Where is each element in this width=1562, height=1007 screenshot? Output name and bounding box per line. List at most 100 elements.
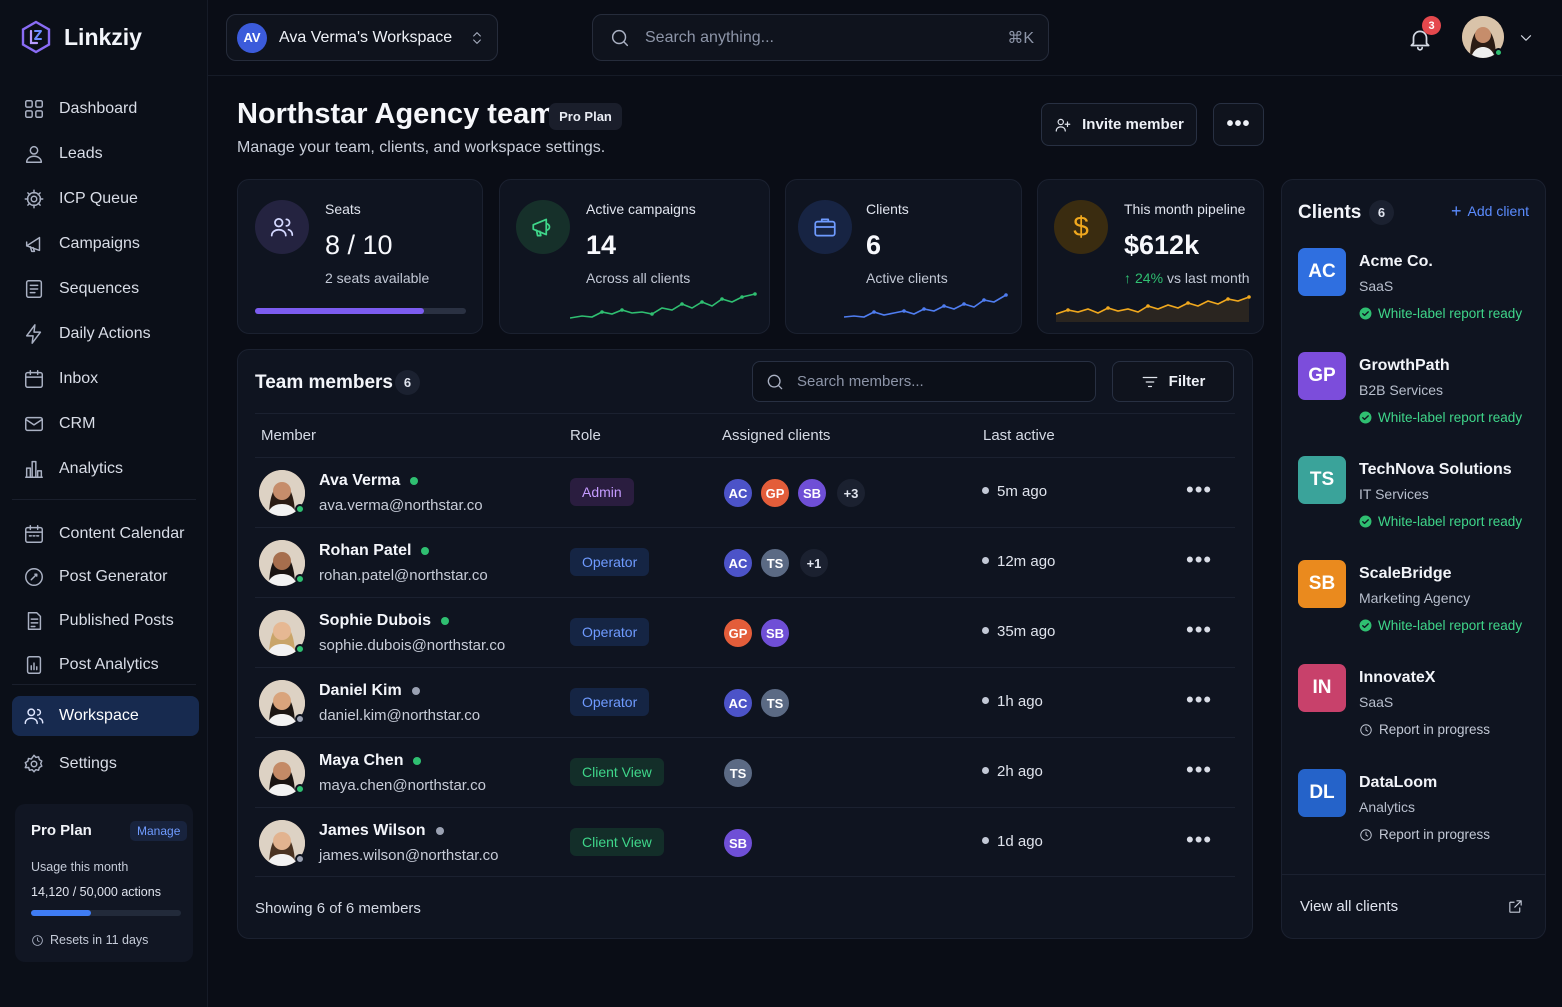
sidebar-item-analytics[interactable]: Analytics	[12, 449, 199, 489]
row-actions-button[interactable]: •••	[1186, 687, 1212, 713]
table-row[interactable]: Rohan Patel rohan.patel@northstar.co Ope…	[255, 527, 1235, 597]
sidebar-item-crm[interactable]: CRM	[12, 404, 199, 444]
campaigns-card: Active campaigns 14 Across all clients	[499, 179, 770, 334]
sidebar-item-content-calendar[interactable]: Content Calendar	[12, 514, 199, 554]
role-badge[interactable]: Operator	[570, 618, 650, 646]
table-row[interactable]: Maya Chen maya.chen@northstar.co Client …	[255, 737, 1235, 807]
seats-card: Seats 8 / 10 2 seats available	[237, 179, 483, 334]
client-chip: AC	[722, 547, 754, 579]
pipeline-icon-wrap: $	[1054, 200, 1108, 254]
member-name[interactable]: Ava Verma	[319, 472, 401, 489]
manage-plan-link[interactable]: Manage	[130, 821, 188, 841]
member-name[interactable]: James Wilson	[319, 822, 426, 839]
client-name[interactable]: InnovateX	[1359, 669, 1436, 686]
role-badge[interactable]: Operator	[570, 548, 650, 576]
status-dot	[441, 617, 449, 625]
client-report-status: Report in progress	[1359, 827, 1490, 842]
member-name[interactable]: Daniel Kim	[319, 682, 402, 699]
seats-progress-fill	[255, 308, 424, 314]
member-email: rohan.patel@northstar.co	[319, 567, 488, 584]
check-circle-icon	[1359, 619, 1372, 632]
external-link-icon[interactable]	[1507, 898, 1524, 915]
row-actions-button[interactable]: •••	[1186, 477, 1212, 503]
add-client-button[interactable]: + Add client	[1451, 201, 1529, 221]
user-avatar[interactable]	[1462, 16, 1504, 58]
member-name[interactable]: Rohan Patel	[319, 542, 412, 559]
table-row[interactable]: James Wilson james.wilson@northstar.co C…	[255, 807, 1235, 877]
campaign-icon	[25, 236, 41, 253]
search-icon	[611, 29, 629, 46]
seats-value: 8 / 10	[325, 230, 393, 260]
chevron-down-icon[interactable]	[1517, 29, 1535, 47]
sidebar-item-settings[interactable]: Settings	[12, 744, 199, 784]
linkziy-logo-icon	[21, 20, 51, 54]
client-name[interactable]: DataLoom	[1359, 774, 1438, 791]
row-actions-button[interactable]: •••	[1186, 757, 1212, 783]
sidebar-item-dashboard[interactable]: Dashboard	[12, 89, 199, 129]
sidebar-item-icp-queue[interactable]: ICP Queue	[12, 179, 199, 219]
client-name[interactable]: GrowthPath	[1359, 357, 1450, 374]
client-name[interactable]: ScaleBridge	[1359, 565, 1452, 582]
table-row[interactable]: Sophie Dubois sophie.dubois@northstar.co…	[255, 597, 1235, 667]
last-active-dot	[982, 487, 989, 494]
role-badge[interactable]: Admin	[570, 478, 634, 506]
global-search-input[interactable]: Search anything...	[645, 28, 774, 46]
table-row[interactable]: Ava Verma ava.verma@northstar.co Admin A…	[255, 457, 1235, 527]
view-all-clients-link[interactable]: View all clients	[1300, 898, 1399, 915]
sidebar-item-leads[interactable]: Leads	[12, 134, 199, 174]
role-badge[interactable]: Operator	[570, 688, 650, 716]
check-circle-icon	[1359, 307, 1372, 320]
member-search[interactable]: Search members...	[752, 361, 1096, 402]
last-active: 12m ago	[997, 553, 1056, 570]
global-search[interactable]: Search anything... ⌘K	[592, 14, 1049, 61]
client-name[interactable]: Acme Co.	[1359, 253, 1433, 270]
sidebar-item-workspace[interactable]: Workspace	[12, 696, 199, 736]
table-divider	[255, 876, 1235, 877]
member-name[interactable]: Sophie Dubois	[319, 612, 431, 629]
row-actions-button[interactable]: •••	[1186, 547, 1212, 573]
table-row[interactable]: Daniel Kim daniel.kim@northstar.co Opera…	[255, 667, 1235, 737]
client-logo: DL	[1298, 769, 1346, 817]
workspace-selector[interactable]: AV Ava Verma's Workspace	[226, 14, 498, 61]
member-presence-indicator	[295, 504, 305, 514]
role-badge[interactable]: Client View	[570, 828, 664, 856]
member-name[interactable]: Maya Chen	[319, 752, 404, 769]
sidebar-item-published-posts[interactable]: Published Posts	[12, 601, 199, 641]
last-active-dot	[982, 557, 989, 564]
filter-button[interactable]: Filter	[1112, 361, 1234, 402]
page-subtitle: Manage your team, clients, and workspace…	[237, 139, 606, 156]
check-circle-icon	[1359, 411, 1372, 424]
last-active: 1h ago	[997, 693, 1043, 710]
member-email: james.wilson@northstar.co	[319, 847, 499, 864]
status-dot	[411, 687, 420, 695]
sidebar-item-label: Post Generator	[59, 568, 168, 585]
sidebar-item-label: CRM	[59, 415, 96, 432]
sidebar-item-daily-actions[interactable]: Daily Actions	[12, 314, 199, 354]
app-logo[interactable]: Linkziy	[20, 20, 142, 54]
team-icon	[270, 218, 294, 237]
sidebar-item-post-generator[interactable]: Post Generator	[12, 557, 199, 597]
row-actions-button[interactable]: •••	[1186, 617, 1212, 643]
member-search-input[interactable]: Search members...	[797, 373, 924, 390]
more-options-button[interactable]: •••	[1213, 103, 1264, 146]
member-avatar	[259, 470, 305, 516]
invite-member-button[interactable]: Invite member	[1041, 103, 1197, 146]
plus-icon: +	[1451, 201, 1462, 221]
campaigns-sparkline	[570, 292, 757, 319]
member-presence-indicator	[295, 714, 305, 724]
last-active: 1d ago	[997, 833, 1043, 850]
row-actions-button[interactable]: •••	[1186, 827, 1212, 853]
notifications-button[interactable]: 3	[1407, 16, 1441, 52]
last-active-dot	[982, 837, 989, 844]
client-status-text: Report in progress	[1379, 722, 1491, 737]
client-name[interactable]: TechNova Solutions	[1359, 461, 1512, 478]
client-report-status: White-label report ready	[1359, 618, 1522, 633]
role-badge[interactable]: Client View	[570, 758, 664, 786]
sidebar-item-sequences[interactable]: Sequences	[12, 269, 199, 309]
chart-doc-icon	[26, 656, 42, 674]
client-status-text: Report in progress	[1379, 827, 1491, 842]
sidebar-item-inbox[interactable]: Inbox	[12, 359, 199, 399]
sidebar-item-post-analytics[interactable]: Post Analytics	[12, 645, 199, 685]
filter-label: Filter	[1168, 373, 1206, 390]
sidebar-item-campaigns[interactable]: Campaigns	[12, 224, 199, 264]
